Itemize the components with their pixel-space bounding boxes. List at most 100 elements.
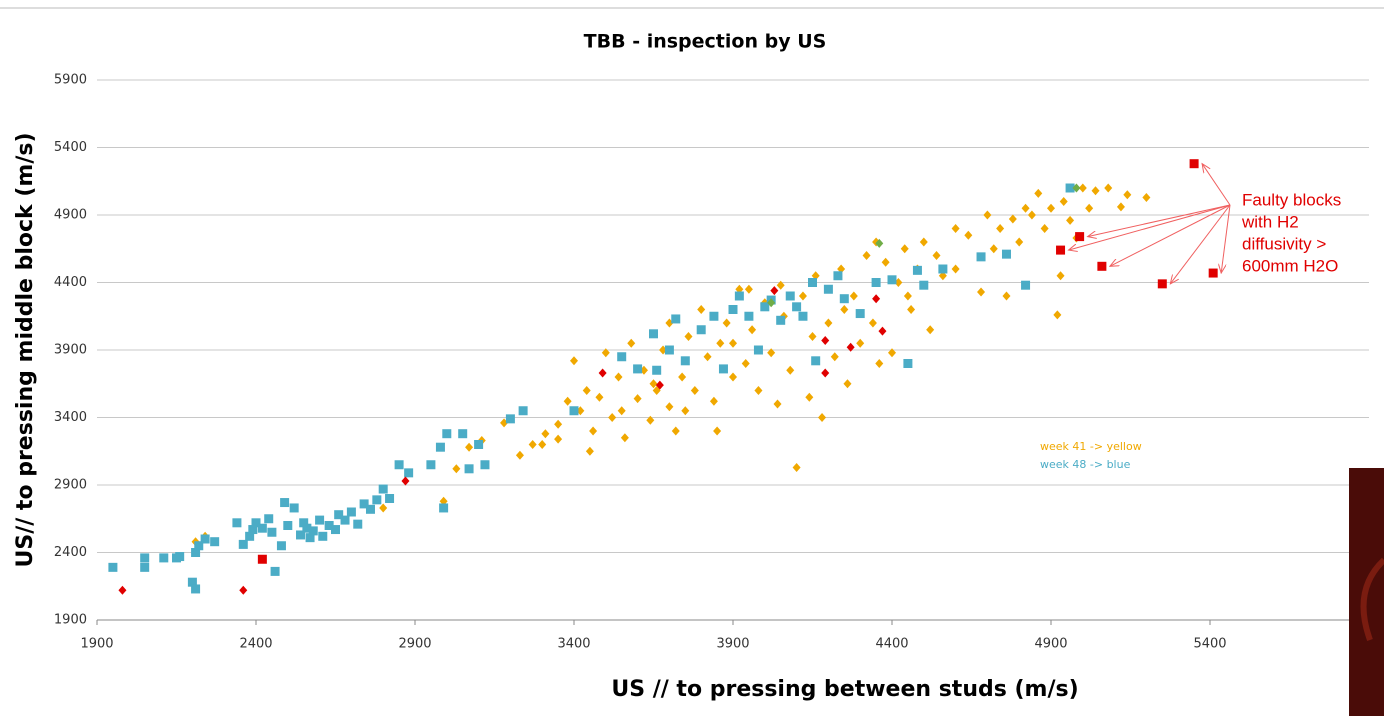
callout-text: Faulty blocks: [1242, 190, 1341, 209]
point: [627, 339, 635, 348]
point: [465, 443, 473, 452]
point: [671, 314, 680, 323]
point: [809, 332, 817, 341]
callout-arrow: [1088, 205, 1230, 237]
point: [633, 364, 642, 373]
point: [277, 541, 286, 550]
point: [159, 553, 168, 562]
point: [1060, 197, 1068, 206]
point: [649, 329, 658, 338]
point: [1066, 216, 1074, 225]
point: [1053, 310, 1061, 319]
point: [529, 440, 537, 449]
point: [1142, 193, 1150, 202]
point: [1015, 238, 1023, 247]
x-tick-label: 3400: [557, 637, 590, 652]
y-tick-label: 3900: [54, 343, 87, 358]
point: [808, 278, 817, 287]
callout-arrow: [1069, 205, 1230, 250]
point: [652, 366, 661, 375]
point: [366, 505, 375, 514]
y-axis-label: US// to pressing middle block (m/s): [13, 132, 38, 567]
point: [824, 319, 832, 328]
point: [856, 309, 865, 318]
point: [748, 325, 756, 334]
chart-title: TBB - inspection by US: [584, 31, 827, 53]
callout-arrow: [1202, 164, 1230, 205]
point: [1158, 279, 1167, 288]
point: [458, 429, 467, 438]
point: [586, 447, 594, 456]
point: [379, 485, 388, 494]
point: [564, 397, 572, 406]
point: [608, 413, 616, 422]
point: [239, 586, 247, 595]
point: [465, 464, 474, 473]
point: [267, 528, 276, 537]
point: [480, 460, 489, 469]
x-tick-label: 2900: [398, 637, 431, 652]
point: [426, 460, 435, 469]
callout-text: diffusivity >: [1242, 234, 1326, 253]
point: [239, 540, 248, 549]
point: [570, 356, 578, 365]
point: [1123, 190, 1131, 199]
y-tick-label: 5900: [54, 73, 87, 88]
x-tick-label: 2400: [239, 637, 272, 652]
point: [754, 386, 762, 395]
point: [1104, 184, 1112, 193]
point: [798, 312, 807, 321]
point: [933, 251, 941, 260]
point: [452, 464, 460, 473]
x-tick-label: 3900: [716, 637, 749, 652]
point: [353, 520, 362, 529]
point: [821, 368, 829, 377]
point: [678, 373, 686, 382]
point: [977, 287, 985, 296]
point: [516, 451, 524, 460]
point: [907, 305, 915, 314]
point: [1097, 262, 1106, 271]
point: [599, 368, 607, 377]
point: [983, 211, 991, 220]
point: [977, 252, 986, 261]
point: [872, 278, 881, 287]
point: [232, 518, 241, 527]
point: [395, 460, 404, 469]
point: [621, 433, 629, 442]
point: [347, 508, 356, 517]
point: [684, 332, 692, 341]
point: [385, 494, 394, 503]
point: [1075, 232, 1084, 241]
point: [888, 275, 897, 284]
point: [271, 567, 280, 576]
point: [754, 346, 763, 355]
point: [1209, 269, 1218, 278]
point: [589, 427, 597, 436]
point: [554, 420, 562, 429]
point: [704, 352, 712, 361]
point: [952, 224, 960, 233]
callout-text: with H2: [1241, 212, 1299, 231]
point: [793, 463, 801, 472]
point: [735, 292, 744, 301]
point: [869, 319, 877, 328]
point: [118, 586, 126, 595]
point: [938, 265, 947, 274]
y-tick-label: 4900: [54, 208, 87, 223]
point: [1009, 215, 1017, 224]
point: [856, 339, 864, 348]
point: [372, 495, 381, 504]
point: [818, 413, 826, 422]
callout-arrow: [1110, 205, 1230, 266]
y-tick-label: 2900: [54, 478, 87, 493]
point: [681, 406, 689, 415]
point: [1190, 159, 1199, 168]
point: [401, 476, 409, 485]
point: [840, 294, 849, 303]
point: [442, 429, 451, 438]
point: [811, 356, 820, 365]
point: [850, 292, 858, 301]
point: [379, 503, 387, 512]
x-tick-label: 4400: [875, 637, 908, 652]
